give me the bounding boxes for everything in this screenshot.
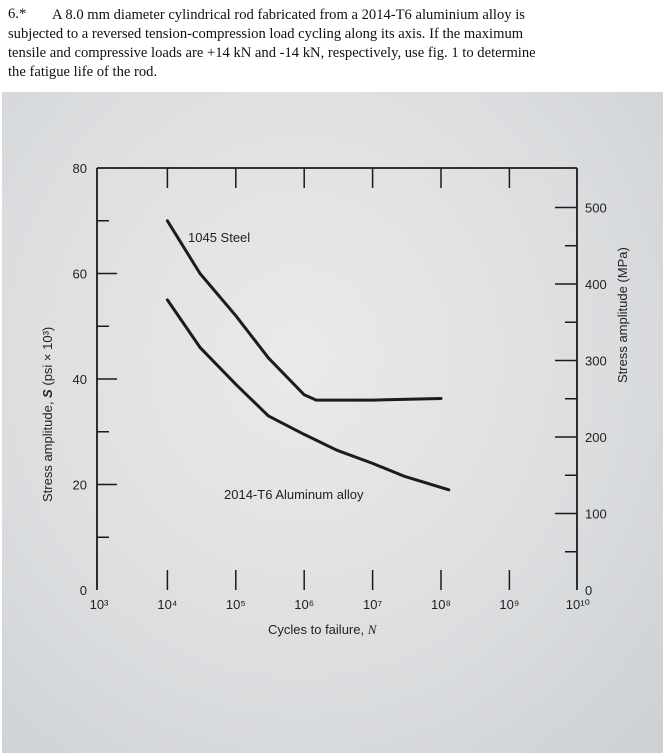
y-axis-left-title: Stress amplitude, S (psi × 10³) <box>40 327 55 502</box>
series-lines <box>165 219 451 492</box>
x-tick-label: 10⁸ <box>431 597 451 612</box>
x-tick-label: 10⁶ <box>294 597 314 612</box>
y-right-tick-label: 200 <box>585 430 607 445</box>
y-right-tick-label: 300 <box>585 353 607 368</box>
y-right-tick-label: 0 <box>585 583 592 598</box>
y-left-tick-label: 20 <box>73 478 87 493</box>
tick-labels: 0 20 40 60 80 0 100 200 300 400 500 10³ 10⁴ 10⁵ 10⁶ 10⁷… <box>73 161 607 612</box>
x-tick-label: 10⁴ <box>157 597 177 612</box>
problem-line-4: the fatigue life of the rod. <box>8 64 158 80</box>
y-right-tick-label: 500 <box>585 200 607 215</box>
plot-frame <box>96 167 578 590</box>
x-tick-label: 10¹⁰ <box>566 597 590 612</box>
problem-number: 6.* <box>8 6 27 22</box>
problem-line-2: subjected to a reversed tension-compress… <box>8 26 524 42</box>
x-tick-label: 10⁹ <box>499 597 519 612</box>
series-label-steel: 1045 Steel <box>188 230 250 245</box>
x-tick-label: 10⁵ <box>226 597 246 612</box>
series-line-aluminum <box>165 298 451 492</box>
x-tick-label: 10⁷ <box>363 597 382 612</box>
y-left-tick-label: 40 <box>73 372 87 387</box>
figure-photo <box>2 92 663 753</box>
problem-line-1: A 8.0 mm diameter cylindrical rod fabric… <box>52 7 525 23</box>
tick-marks <box>97 168 577 590</box>
y-left-tick-label: 0 <box>80 583 87 598</box>
x-axis-title: Cycles to failure, N <box>268 622 378 637</box>
y-left-tick-label: 80 <box>73 161 87 176</box>
y-left-tick-label: 60 <box>73 267 87 282</box>
problem-statement: 6.* A 8.0 mm diameter cylindrical rod fa… <box>0 0 665 92</box>
problem-line-3: tensile and compressive loads are +14 kN… <box>8 45 536 61</box>
y-axis-right-title: Stress amplitude (MPa) <box>615 247 630 383</box>
y-right-tick-label: 100 <box>585 506 607 521</box>
x-tick-label: 10³ <box>90 597 109 612</box>
series-line-steel <box>165 219 443 402</box>
y-right-tick-label: 400 <box>585 277 607 292</box>
series-label-aluminum: 2014-T6 Aluminum alloy <box>224 487 364 502</box>
